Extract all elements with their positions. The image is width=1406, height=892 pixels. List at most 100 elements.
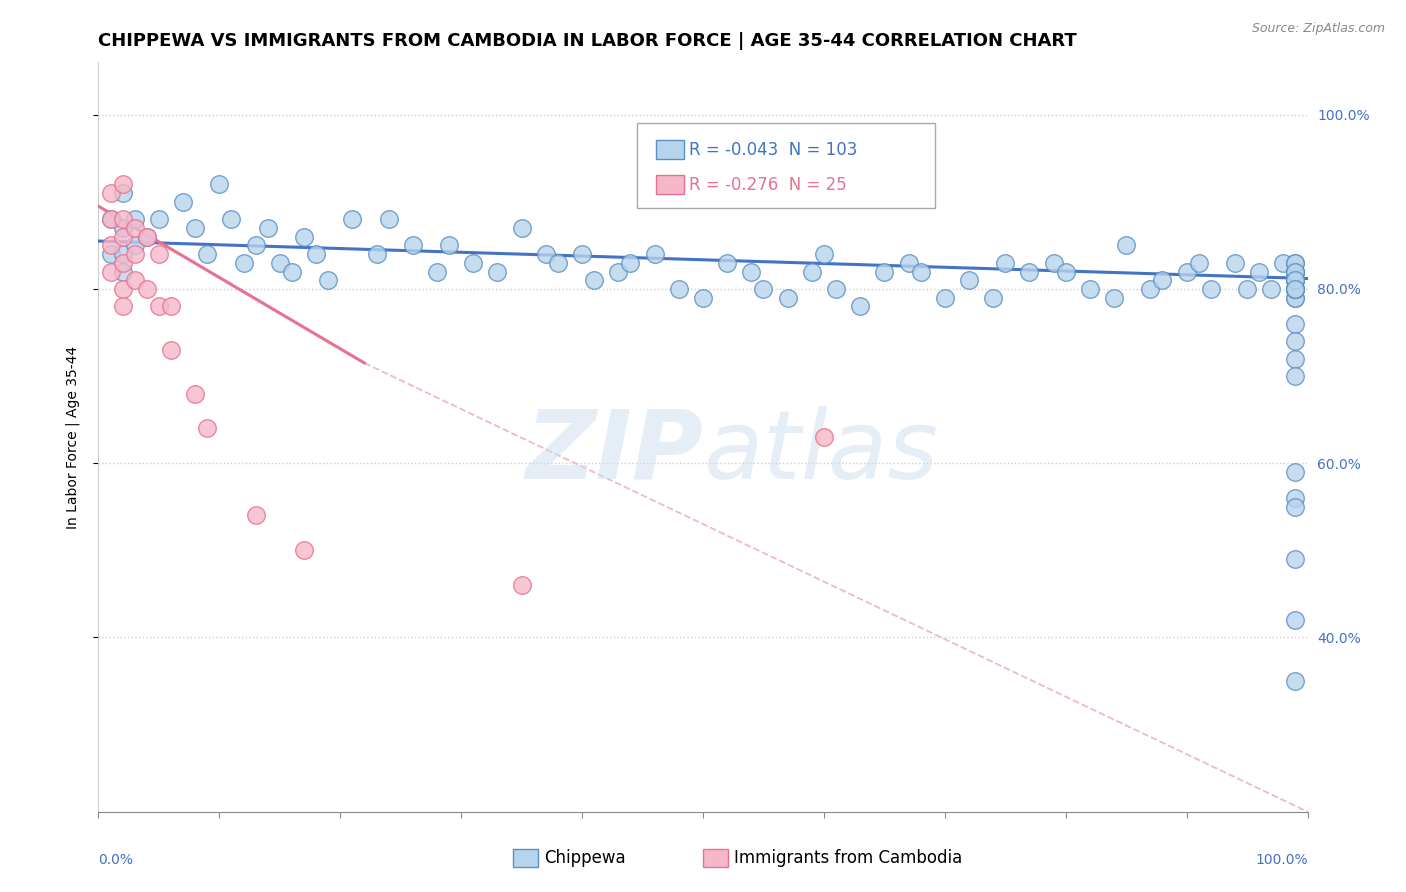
Point (1284, 369, 1306, 384)
Text: 0.0%: 0.0% (98, 853, 134, 867)
Point (195, 247, 218, 261)
Point (366, 247, 388, 261)
Point (124, 221, 146, 235)
Point (124, 273, 146, 287)
Point (124, 238, 146, 252)
Point (1284, 491, 1306, 505)
Point (245, 508, 267, 523)
Point (316, 273, 339, 287)
Text: R = -0.276  N = 25: R = -0.276 N = 25 (689, 176, 846, 194)
Point (1188, 256, 1211, 270)
Point (148, 212, 170, 227)
Y-axis label: In Labor Force | Age 35-44: In Labor Force | Age 35-44 (66, 345, 80, 529)
Point (1284, 282, 1306, 296)
Point (510, 221, 533, 235)
Point (776, 291, 799, 305)
Point (583, 273, 606, 287)
Point (752, 282, 775, 296)
Point (426, 264, 449, 278)
Point (245, 238, 267, 252)
Point (716, 256, 738, 270)
Point (100, 186, 122, 201)
Point (111, 212, 134, 227)
Point (124, 212, 146, 227)
Point (292, 229, 315, 244)
Point (256, 221, 278, 235)
Point (111, 221, 134, 235)
Point (1284, 264, 1306, 278)
Point (607, 264, 630, 278)
Point (1284, 273, 1306, 287)
Point (111, 178, 134, 192)
Point (160, 343, 183, 357)
Point (1284, 613, 1306, 627)
Point (124, 247, 146, 261)
Point (1284, 273, 1306, 287)
Point (619, 256, 641, 270)
Point (111, 299, 134, 313)
Point (668, 282, 690, 296)
Point (957, 273, 980, 287)
Point (1284, 282, 1306, 296)
Point (873, 264, 896, 278)
Point (281, 264, 304, 278)
Point (534, 247, 557, 261)
Point (195, 421, 218, 435)
Point (342, 212, 364, 227)
Point (692, 291, 714, 305)
Point (1284, 256, 1306, 270)
Point (1284, 282, 1306, 296)
Point (1199, 282, 1222, 296)
Point (849, 299, 872, 313)
Point (1284, 552, 1306, 566)
Point (111, 256, 134, 270)
Point (486, 264, 509, 278)
Point (740, 264, 762, 278)
Text: Immigrants from Cambodia: Immigrants from Cambodia (734, 849, 962, 867)
Text: Chippewa: Chippewa (544, 849, 626, 867)
Point (1078, 282, 1101, 296)
Point (100, 264, 122, 278)
Point (813, 430, 835, 444)
Point (111, 229, 134, 244)
Point (208, 178, 231, 192)
Text: R = -0.043  N = 103: R = -0.043 N = 103 (689, 141, 858, 160)
Point (111, 186, 134, 201)
Point (232, 256, 254, 270)
Point (1284, 264, 1306, 278)
Point (160, 299, 183, 313)
Point (1284, 500, 1306, 514)
Point (100, 212, 122, 227)
Point (1175, 264, 1198, 278)
Point (172, 194, 194, 209)
Point (1249, 264, 1271, 278)
Point (148, 299, 170, 313)
Point (437, 238, 460, 252)
Point (1054, 264, 1077, 278)
Point (1236, 282, 1258, 296)
Point (111, 264, 134, 278)
Text: ZIP: ZIP (524, 406, 703, 499)
Point (402, 238, 425, 252)
Point (100, 247, 122, 261)
Point (1284, 317, 1306, 331)
Point (1139, 282, 1161, 296)
Point (1102, 291, 1125, 305)
Point (148, 247, 170, 261)
Point (1152, 273, 1174, 287)
Point (1260, 282, 1282, 296)
Point (1284, 465, 1306, 479)
Point (100, 212, 122, 227)
Point (305, 247, 328, 261)
Point (897, 256, 920, 270)
Point (1284, 282, 1306, 296)
Point (377, 212, 399, 227)
Point (1284, 264, 1306, 278)
Point (981, 291, 1004, 305)
Point (1284, 282, 1306, 296)
Point (135, 282, 157, 296)
Text: CHIPPEWA VS IMMIGRANTS FROM CAMBODIA IN LABOR FORCE | AGE 35-44 CORRELATION CHAR: CHIPPEWA VS IMMIGRANTS FROM CAMBODIA IN … (98, 32, 1077, 50)
Point (1284, 334, 1306, 349)
Point (1284, 256, 1306, 270)
Point (292, 543, 315, 558)
